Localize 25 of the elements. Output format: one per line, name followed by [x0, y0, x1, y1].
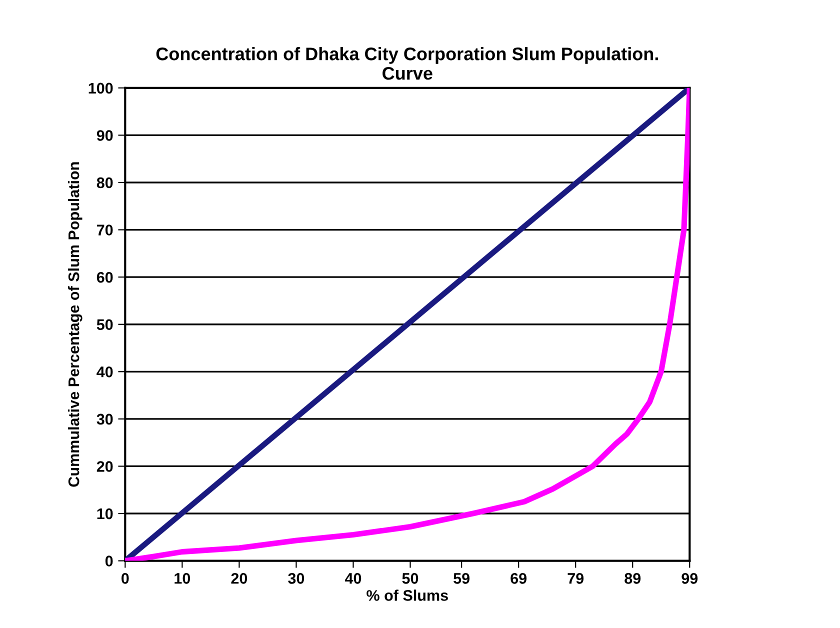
y-tick-label: 60	[96, 272, 113, 283]
y-tick-label: 40	[96, 366, 113, 378]
y-tick-label: 30	[96, 414, 113, 425]
y-tick-label: 90	[96, 130, 113, 141]
y-tick-label: 0	[105, 556, 113, 566]
x-tick-label: 89	[624, 573, 641, 584]
x-tick-label: 99	[682, 573, 698, 584]
y-tick-label: 80	[96, 177, 113, 188]
x-axis-title: % of Slums	[366, 590, 448, 601]
y-tick-label: 20	[96, 461, 113, 472]
y-tick-label: 50	[96, 319, 113, 330]
x-tick-label: 50	[402, 573, 418, 584]
x-tick-label: 79	[568, 573, 584, 584]
chart-title: Concentration of Dhaka City Corporation Slum Population. Curve	[156, 47, 658, 80]
y-tick-label: 10	[97, 508, 113, 520]
x-tick-label: 59	[454, 573, 470, 584]
x-tick-label: 0	[122, 573, 129, 584]
y-tick-label: 70	[97, 224, 113, 236]
x-tick-label: 20	[231, 573, 248, 584]
y-tick-label: 100	[88, 82, 113, 94]
y-axis-title: Cummulative Percentage of Slum Population	[68, 162, 82, 487]
x-tick-label: 10	[174, 573, 190, 584]
x-tick-label: 69	[510, 573, 527, 584]
x-tick-label: 40	[344, 573, 362, 584]
x-tick-label: 30	[288, 573, 304, 584]
